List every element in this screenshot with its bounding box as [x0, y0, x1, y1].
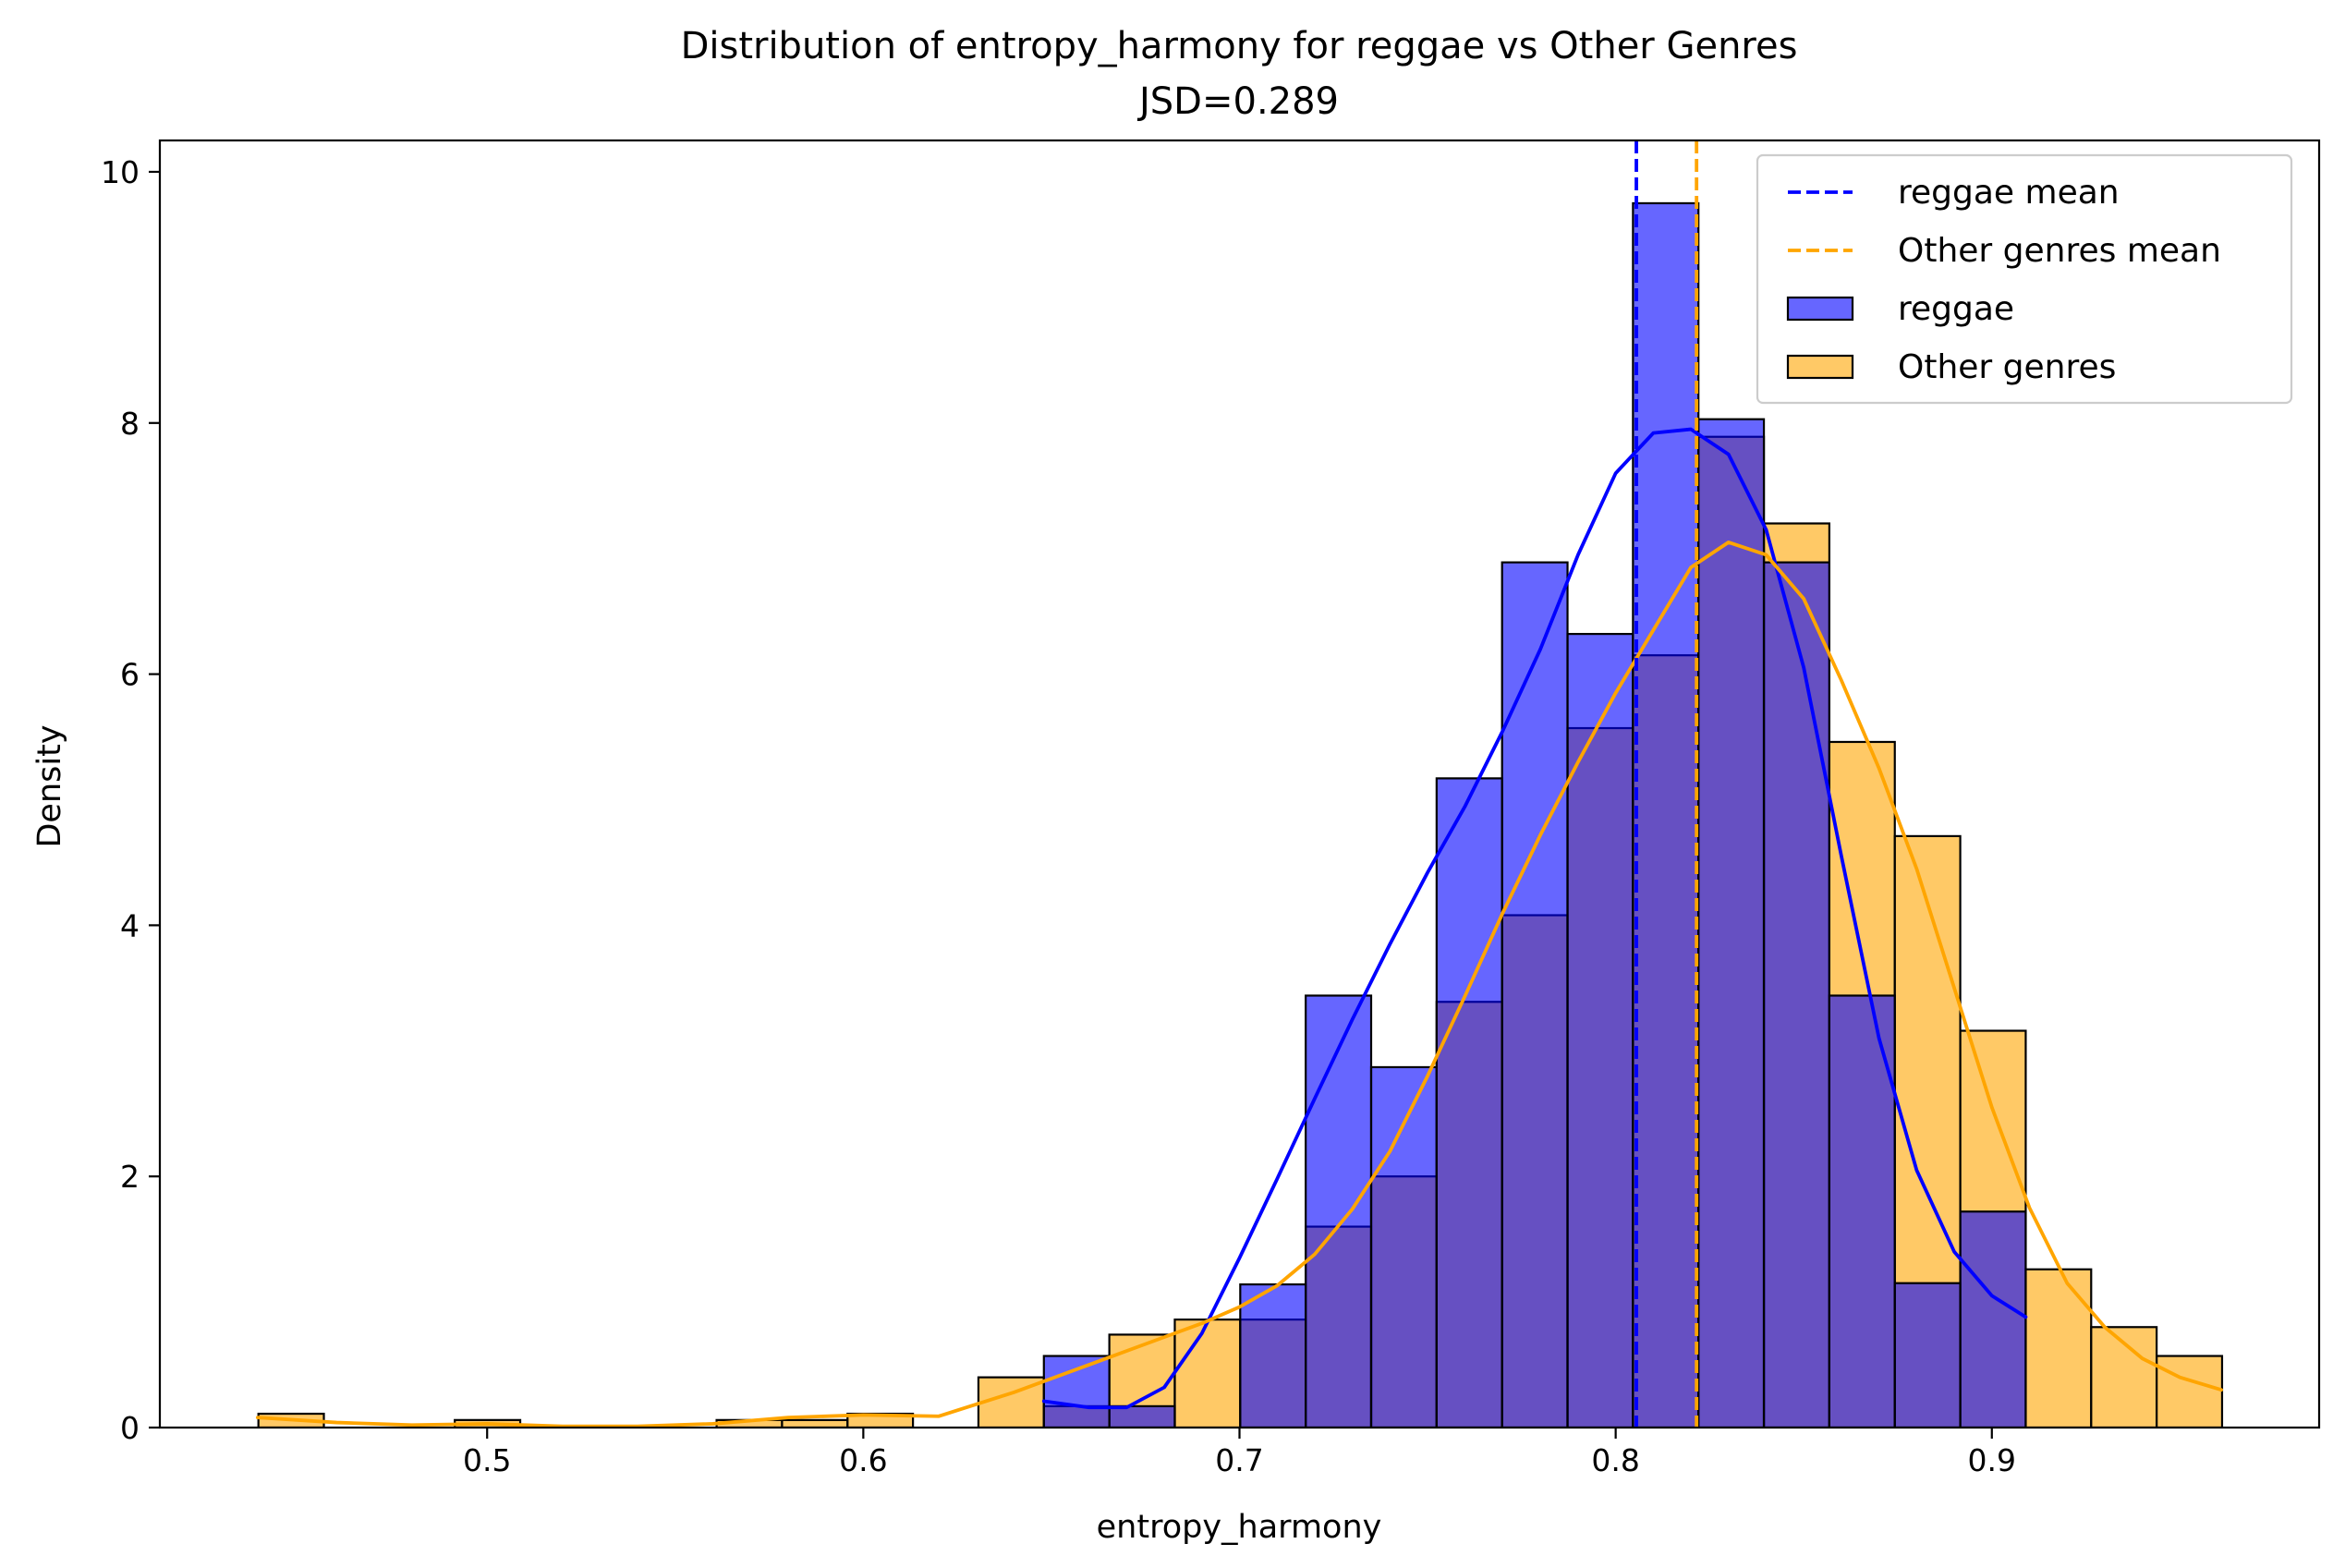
x-tick-label: 0.6	[839, 1442, 887, 1478]
y-tick-label: 4	[120, 907, 140, 943]
other-genres-bar	[2024, 1268, 2093, 1428]
legend-reggae-label: reggae	[1898, 290, 2014, 328]
reggae-bar	[1632, 201, 1700, 1428]
legend: reggae mean Other genres mean reggae Other …	[1756, 153, 2293, 405]
y-tick-label: 0	[120, 1410, 140, 1446]
legend-other-genres-mean-label: Other genres mean	[1898, 232, 2221, 270]
y-tick-label: 8	[120, 406, 140, 442]
other-genres-bar	[2156, 1355, 2224, 1428]
reggae-bar	[1762, 561, 1830, 1428]
legend-reggae-swatch	[1786, 296, 1854, 322]
other-genres-bar	[1173, 1319, 1242, 1428]
reggae-bar	[1108, 1404, 1176, 1428]
chart-title: Distribution of entropy_harmony for regg…	[681, 25, 1798, 67]
reggae-kde-line	[1041, 427, 2028, 1410]
x-tick-label: 0.5	[463, 1442, 511, 1478]
reggae-bar	[1501, 561, 1569, 1428]
reggae-bar	[1042, 1355, 1111, 1428]
x-tick-label: 0.9	[1968, 1442, 2016, 1478]
x-axis: 0.5 0.6 0.7 0.8 0.9	[463, 1428, 2016, 1478]
x-tick-label: 0.8	[1591, 1442, 1639, 1478]
y-axis-label: Density	[31, 724, 68, 847]
other-genres-kde-line	[255, 540, 2224, 1428]
legend-reggae-mean-label: reggae mean	[1898, 174, 2120, 212]
reggae-bar	[1893, 1282, 1962, 1428]
legend-other-genres-swatch	[1786, 354, 1854, 380]
y-axis: 0 2 4 6 8 10	[101, 154, 160, 1446]
mean-lines	[1634, 140, 1699, 1428]
legend-box	[1756, 153, 2293, 405]
reggae-bar	[1435, 777, 1503, 1428]
other-genres-bar	[2090, 1326, 2158, 1428]
legend-other-genres-label: Other genres	[1898, 348, 2116, 386]
reggae-bar	[1828, 994, 1896, 1428]
y-tick-label: 10	[101, 154, 140, 190]
reggae-bar	[1697, 418, 1766, 1428]
reggae-bar	[1305, 994, 1373, 1428]
reggae-bars	[1042, 201, 2027, 1428]
reggae-bar	[1566, 632, 1634, 1428]
kde-lines	[255, 427, 2224, 1428]
reggae-bar	[1959, 1210, 2027, 1428]
reggae-bar	[1239, 1282, 1307, 1428]
x-tick-label: 0.7	[1215, 1442, 1263, 1478]
y-tick-label: 6	[120, 657, 140, 693]
other-genres-bar	[781, 1418, 849, 1428]
chart-subtitle: JSD=0.289	[1136, 80, 1339, 123]
x-axis-label: entropy_harmony	[1097, 1509, 1382, 1546]
y-tick-label: 2	[120, 1159, 140, 1195]
